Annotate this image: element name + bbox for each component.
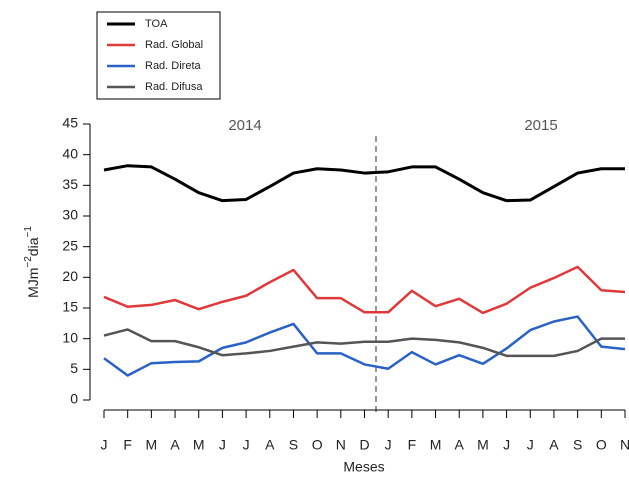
y-tick-label: 10 — [62, 329, 78, 345]
series-line — [103, 315, 626, 377]
x-tick-label: O — [312, 437, 323, 453]
legend-label: TOA — [145, 18, 168, 30]
y-tick-label: 30 — [62, 207, 78, 223]
x-tick-label: A — [549, 437, 559, 453]
x-tick-label: M — [146, 437, 158, 453]
x-tick-label: S — [289, 437, 298, 453]
x-tick-label: J — [243, 437, 250, 453]
y-tick-label: 25 — [62, 237, 78, 253]
x-tick-label: D — [359, 437, 369, 453]
y-label-part: −2 — [23, 256, 34, 268]
x-tick-label: J — [503, 437, 510, 453]
x-tick-label: S — [573, 437, 582, 453]
y-tick-label: 5 — [70, 360, 78, 376]
x-tick-label: J — [385, 437, 392, 453]
x-tick-label: A — [265, 437, 275, 453]
x-tick-label: F — [123, 437, 132, 453]
y-tick-label: 35 — [62, 176, 78, 192]
x-tick-label: O — [596, 437, 607, 453]
x-tick-label: M — [430, 437, 442, 453]
y-tick-label: 0 — [70, 391, 78, 407]
x-tick-label: J — [101, 437, 108, 453]
x-tick-label: M — [193, 437, 205, 453]
legend-label: Rad. Direta — [145, 60, 202, 72]
legend-box — [96, 11, 221, 100]
x-tick-label: A — [455, 437, 465, 453]
annotation: 2014 — [228, 117, 261, 134]
x-axis-label: Meses — [343, 459, 384, 475]
annotation: 2015 — [524, 117, 557, 134]
y-label-part: dia — [25, 237, 41, 256]
y-tick-label: 15 — [62, 299, 78, 315]
x-tick-label: M — [477, 437, 489, 453]
x-tick-label: A — [170, 437, 180, 453]
y-tick-label: 45 — [62, 115, 78, 131]
x-tick-label: N — [620, 437, 629, 453]
y-tick-label: 20 — [62, 268, 78, 284]
y-label-part: MJm — [25, 268, 41, 298]
x-tick-label: J — [219, 437, 226, 453]
y-tick-label: 40 — [62, 145, 78, 161]
x-tick-label: F — [408, 437, 417, 453]
legend-label: Rad. Difusa — [145, 81, 203, 93]
y-label-part: −1 — [23, 226, 34, 238]
x-tick-label: N — [336, 437, 346, 453]
series-line — [103, 328, 625, 358]
x-tick-label: J — [527, 437, 534, 453]
legend-label: Rad. Global — [145, 39, 203, 51]
y-axis-label: MJm−2dia−1 — [23, 226, 41, 298]
series-line — [103, 265, 626, 315]
series-line — [103, 164, 625, 203]
